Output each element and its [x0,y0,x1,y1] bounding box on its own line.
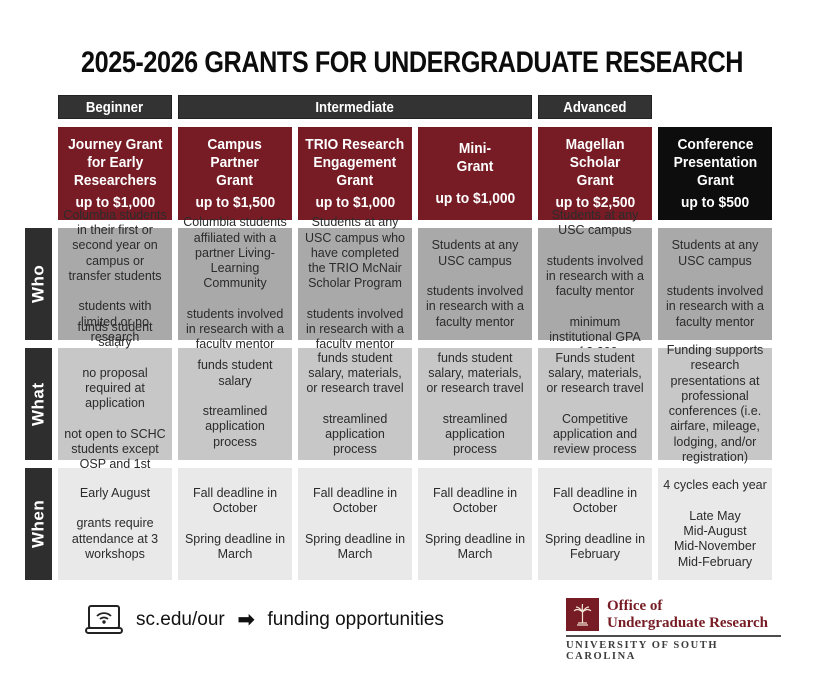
grant-header-mini: Mini- Grant up to $1,000 [418,127,532,220]
grants-table: Beginner Intermediate Advanced Journey G… [25,95,772,580]
grant-header-journey: Journey Grant for Early Researchers up t… [58,127,172,220]
laptop-wifi-icon [85,604,123,636]
row-label-what: What [25,348,52,460]
arrow-right-icon: ➡ [237,609,255,631]
cell-what-trio: funds student salary, materials, or rese… [298,348,412,460]
cell-what-conference: Funding supports research presentations … [658,343,772,464]
cell-what-magellan: Funds student salary, materials, or rese… [538,348,652,460]
level-bar-beginner: Beginner [58,95,172,119]
level-bar-advanced: Advanced [538,95,652,119]
cell-who-campus-partner: Columbia students affiliated with a part… [178,215,292,351]
cell-who-conference: Students at any USC campus students invo… [658,228,772,340]
grant-header-trio: TRIO Research Engagement Grant up to $1,… [298,127,412,220]
cell-who-mini: Students at any USC campus students invo… [418,228,532,340]
palmetto-tree-icon [566,598,599,631]
cell-when-magellan: Fall deadline in October Spring deadline… [538,468,652,580]
cell-what-mini: funds student salary, materials, or rese… [418,348,532,460]
website-url: sc.edu/our [136,609,225,630]
page-title: 2025-2026 GRANTS FOR UNDERGRADUATE RESEA… [81,46,744,79]
cell-when-campus-partner: Fall deadline in October Spring deadline… [178,468,292,580]
cell-what-campus-partner: funds student salary streamlined applica… [178,348,292,460]
cell-who-magellan: Students at any USC campus students invo… [538,208,652,359]
cell-who-trio: Students at any USC campus who have comp… [298,215,412,351]
cell-when-conference: 4 cycles each year Late May Mid-August M… [658,468,772,580]
funding-opportunities-label: funding opportunities [267,609,444,630]
university-name: UNIVERSITY OF SOUTH CAROLINA [566,639,719,662]
level-bar-intermediate: Intermediate [178,95,532,119]
cell-when-trio: Fall deadline in October Spring deadline… [298,468,412,580]
usc-our-logo: Office of Undergraduate Research UNIVERS… [566,598,781,662]
grant-header-campus-partner: Campus Partner Grant up to $1,500 [178,127,292,220]
row-label-when: When [25,468,52,580]
grant-header-conference: Conference Presentation Grant up to $500 [658,127,772,220]
cell-what-journey: funds student salary no proposal require… [58,320,172,487]
row-label-who: Who [25,228,52,340]
logo-divider [566,634,781,637]
footer-link-row: sc.edu/our ➡ funding opportunities [85,604,444,636]
cell-when-mini: Fall deadline in October Spring deadline… [418,468,532,580]
office-name: Office of Undergraduate Research [607,598,768,631]
grant-header-magellan: Magellan Scholar Grant up to $2,500 [538,127,652,220]
cell-when-journey: Early August grants require attendance a… [58,468,172,580]
